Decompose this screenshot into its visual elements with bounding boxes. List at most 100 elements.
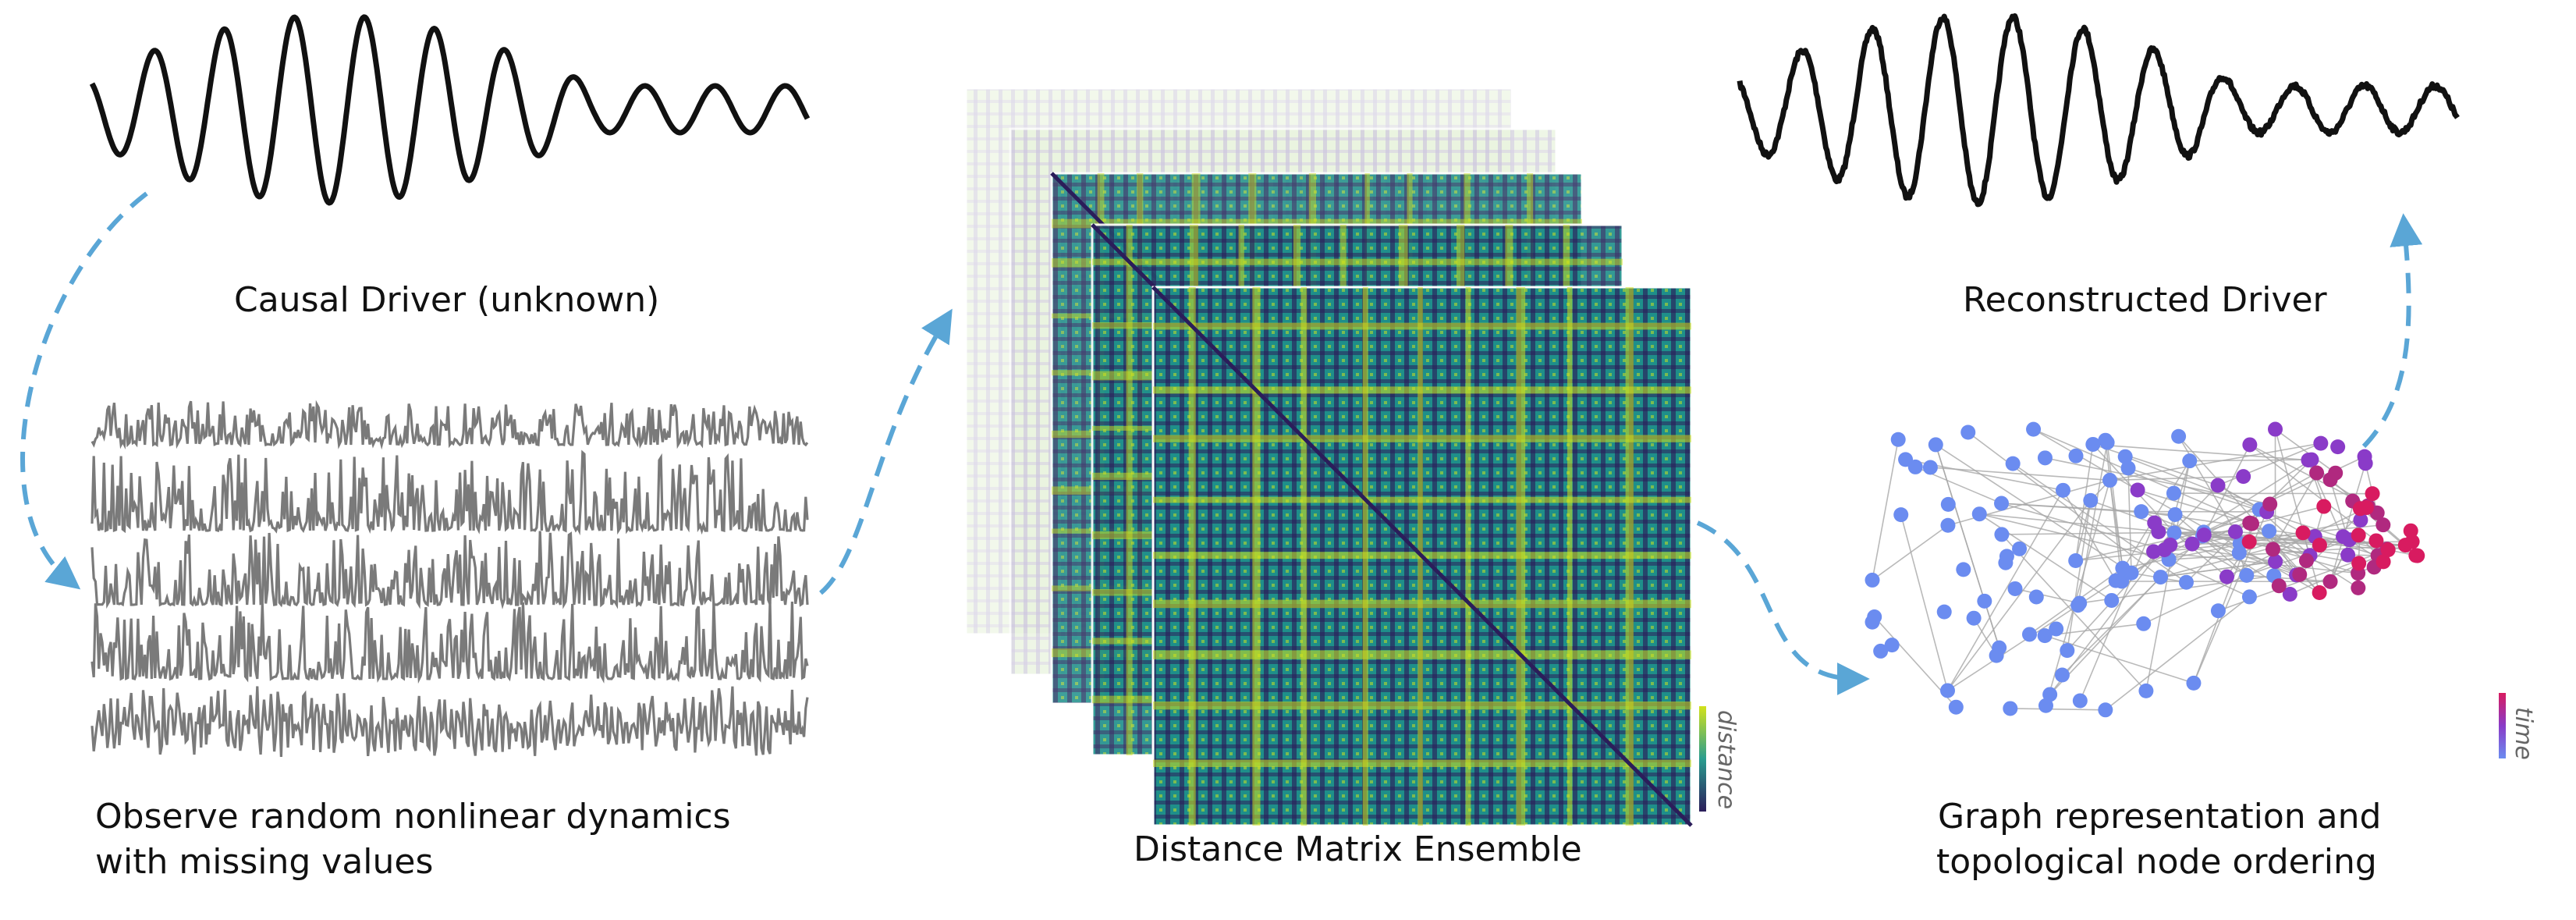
graph-node <box>2029 589 2044 604</box>
arrow-observed-to-matrices <box>821 320 946 593</box>
caption-observe-line1: Observe random nonlinear dynamics <box>95 794 731 840</box>
graph-node <box>2236 469 2251 484</box>
time-colorbar <box>2499 693 2506 758</box>
graph-node <box>2219 570 2234 584</box>
graph-node <box>1865 573 1880 588</box>
graph-node <box>2102 473 2117 488</box>
distance-band <box>1516 287 1525 826</box>
graph-node <box>2104 593 2119 608</box>
caption-causal-driver: Causal Driver (unknown) <box>234 278 659 323</box>
graph-node <box>1994 496 2009 511</box>
graph-node <box>2368 533 2383 548</box>
graph-node <box>2228 524 2243 539</box>
graph-node <box>2410 549 2425 563</box>
graph-node <box>2351 527 2366 542</box>
graph-node <box>2351 581 2365 595</box>
time-colorbar-label: time <box>2510 707 2537 760</box>
graph-node <box>1891 432 1906 447</box>
observed-series <box>92 602 807 679</box>
distance-matrix-ensemble <box>966 88 1691 826</box>
graph-node <box>1941 497 1956 512</box>
graph-node <box>1949 700 1964 715</box>
graph-edge <box>1872 525 1948 580</box>
reconstructed-driver-waveform <box>1740 16 2457 204</box>
graph-node <box>2157 542 2172 557</box>
graph-node <box>1977 594 1992 609</box>
graph-node <box>2049 621 2063 636</box>
graph-node <box>1937 605 1952 620</box>
caption-distance-ensemble: Distance Matrix Ensemble <box>1134 827 1582 872</box>
graph-node <box>2404 524 2418 538</box>
caption-observe-line2: with missing values <box>95 840 433 885</box>
graph-node <box>1940 518 1955 533</box>
distance-band <box>1092 259 1623 265</box>
causal-driver-waveform <box>92 17 807 203</box>
graph-node <box>1956 562 1971 577</box>
graph-node <box>2118 449 2133 464</box>
graph-node <box>2358 456 2373 471</box>
graph-node <box>2262 524 2276 538</box>
graph-node <box>2038 450 2053 465</box>
graph-node <box>2330 439 2345 454</box>
graph-node <box>2365 486 2380 501</box>
arrow-graph-to-reconstructed <box>2364 226 2409 446</box>
graph-node <box>2085 437 2100 452</box>
graph-node <box>2134 504 2148 519</box>
graph-node <box>2268 554 2283 569</box>
graph-edge <box>2106 597 2250 710</box>
graph-node <box>2351 556 2366 570</box>
graph-node <box>2179 575 2194 590</box>
graph-node <box>2312 538 2327 552</box>
graph-node <box>2336 529 2351 544</box>
graph-node <box>1994 527 2009 542</box>
graph-node <box>2328 466 2343 481</box>
graph-node <box>1992 641 2007 655</box>
graph-node <box>2115 561 2130 576</box>
graph-node <box>2299 553 2314 568</box>
graph-node <box>2309 466 2324 481</box>
graph-node <box>2022 627 2037 641</box>
graph-node <box>2006 456 2021 471</box>
graph-node <box>2398 538 2413 552</box>
graph-node <box>2073 693 2088 708</box>
graph-node <box>2038 698 2053 713</box>
graph-edge <box>1901 515 1948 691</box>
graph-node <box>2186 676 2201 691</box>
distance-band <box>1153 600 1691 609</box>
arrow-matrices-to-graph <box>1698 523 1857 679</box>
caption-reconstructed: Reconstructed Driver <box>1963 278 2327 323</box>
caption-graph-line2: topological node ordering <box>1936 840 2377 885</box>
graph-node <box>2242 589 2257 604</box>
distance-band <box>1153 702 1691 709</box>
graph-node <box>2381 542 2396 557</box>
graph-node <box>1923 460 1938 474</box>
graph-node <box>1873 644 1888 659</box>
graph-edge <box>2010 709 2106 710</box>
graph-node <box>2304 453 2319 467</box>
graph-node <box>2211 603 2226 618</box>
graph-node <box>2239 568 2254 583</box>
graph-node <box>2211 478 2226 493</box>
graph-node <box>2008 581 2023 596</box>
graph-node <box>2197 527 2212 542</box>
graph-node <box>2266 542 2280 556</box>
distance-colorbar-label: distance <box>1712 710 1740 809</box>
graph-edge <box>2076 532 2204 561</box>
graph-node <box>2147 515 2162 530</box>
graph-node <box>1898 452 1913 467</box>
graph-node <box>1960 424 1975 439</box>
graph-node <box>2012 542 2027 556</box>
graph-node <box>2026 422 2041 437</box>
observed-series <box>92 531 807 606</box>
graph-node <box>2353 501 2368 516</box>
graph-node <box>1972 506 1987 521</box>
observed-dynamics-group <box>92 401 807 757</box>
graph-node <box>2056 483 2070 498</box>
graph-representation <box>1865 422 2425 718</box>
graph-node <box>2185 537 2200 552</box>
distance-band <box>1626 287 1634 826</box>
caption-graph-line1: Graph representation and <box>1938 794 2381 840</box>
distance-colorbar <box>1699 706 1706 812</box>
graph-node <box>2313 436 2328 451</box>
